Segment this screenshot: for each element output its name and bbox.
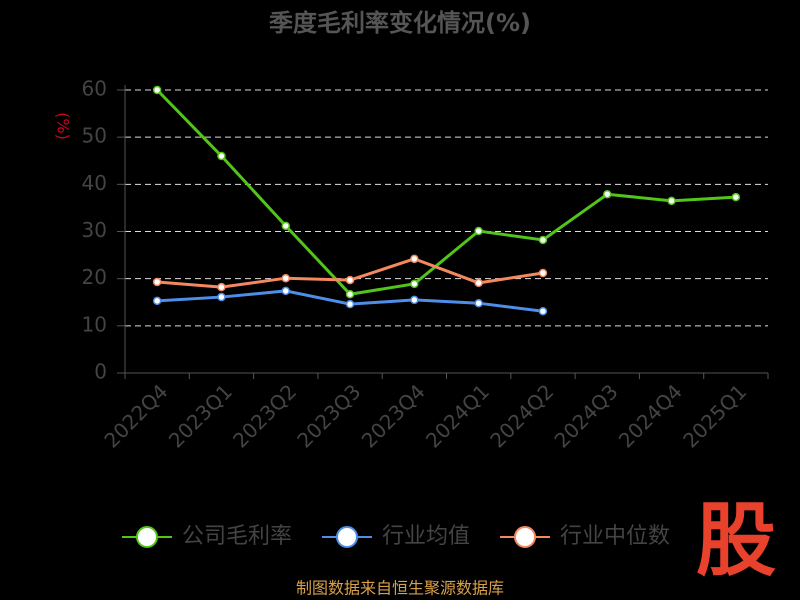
data-point [474, 298, 483, 308]
data-point [281, 221, 290, 231]
y-tick-label: 0 [94, 360, 107, 384]
data-point [345, 299, 355, 309]
data-point [538, 268, 548, 278]
series-line [156, 88, 736, 296]
data-point [410, 295, 419, 305]
y-tick-label: 30 [82, 218, 107, 242]
data-point [474, 226, 483, 236]
y-tick-label: 50 [82, 124, 107, 148]
data-point [152, 296, 162, 306]
data-point [538, 235, 548, 245]
chart-title: 季度毛利率变化情况(%) [269, 9, 531, 37]
legend-marker [336, 526, 358, 548]
legend-label: 公司毛利率 [182, 524, 292, 549]
data-point [281, 273, 290, 283]
logo: 股 [696, 494, 776, 587]
data-point [152, 85, 162, 95]
data-point [281, 286, 290, 296]
legend-marker [514, 526, 536, 548]
legend-label: 行业中位数 [560, 524, 670, 549]
data-point [603, 189, 612, 199]
data-point [217, 151, 226, 161]
data-point [152, 277, 162, 287]
data-point [345, 289, 355, 299]
y-tick-label: 60 [82, 77, 107, 101]
data-point [345, 275, 355, 285]
data-point [217, 292, 226, 302]
legend-label: 行业均值 [382, 524, 470, 549]
data-point [667, 196, 676, 206]
source-note: 制图数据来自恒生聚源数据库 [296, 579, 504, 598]
legend-marker [136, 526, 158, 548]
data-point [217, 282, 226, 292]
y-tick-label: 20 [82, 265, 107, 289]
data-point [410, 279, 419, 289]
y-tick-label: 10 [82, 312, 107, 336]
data-point [474, 278, 483, 288]
y-axis-label: (%) [54, 112, 73, 140]
data-point [410, 254, 419, 264]
y-tick-label: 40 [82, 171, 107, 195]
data-point [731, 192, 741, 202]
data-point [538, 306, 548, 316]
